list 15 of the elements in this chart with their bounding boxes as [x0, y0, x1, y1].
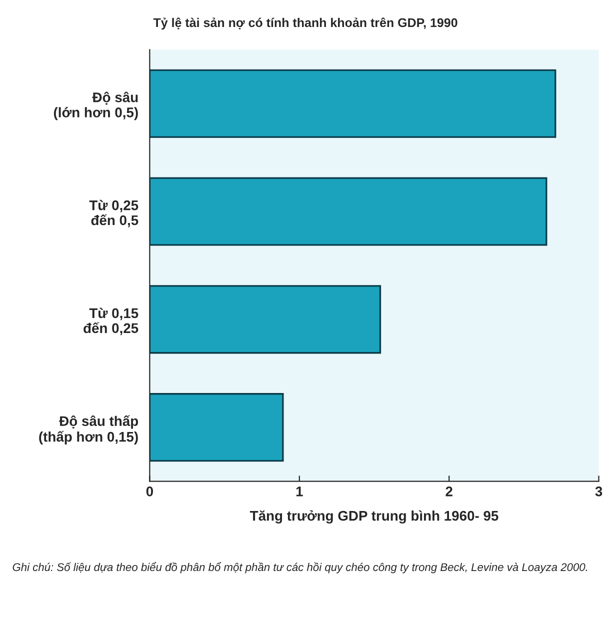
x-tick-label: 1: [296, 486, 303, 496]
text: Ghi chú: Số liệu dựa theo biểu đồ phân bổ một phần tư các hồi quy chéo công ty trong Beck, Levine và Loayza 2000.: [12, 562, 588, 574]
chart-title: Tỷ lệ tài sản nợ có tính thanh khoản trên GDP, 1990: [153, 18, 458, 30]
y-tick-label: Từ 0,25 đến 0,5: [89, 200, 138, 228]
x-tick-label: 2: [446, 486, 452, 496]
y-tick-label: Độ sâu (lớn hơn 0,5): [54, 92, 138, 120]
x-tick-label: 3: [595, 486, 602, 496]
bar: [150, 177, 548, 246]
y-tick-label: Từ 0,15 đến 0,25: [84, 308, 138, 336]
bar: [150, 285, 382, 354]
bar: [150, 69, 556, 138]
x-tick-label: 0: [146, 486, 153, 496]
x-axis-title: Tăng trưởng GDP trung bình 1960- 95: [250, 510, 498, 524]
bar: [150, 393, 284, 462]
y-tick-label: Độ sâu thấp (thấp hơn 0,15): [39, 415, 138, 444]
